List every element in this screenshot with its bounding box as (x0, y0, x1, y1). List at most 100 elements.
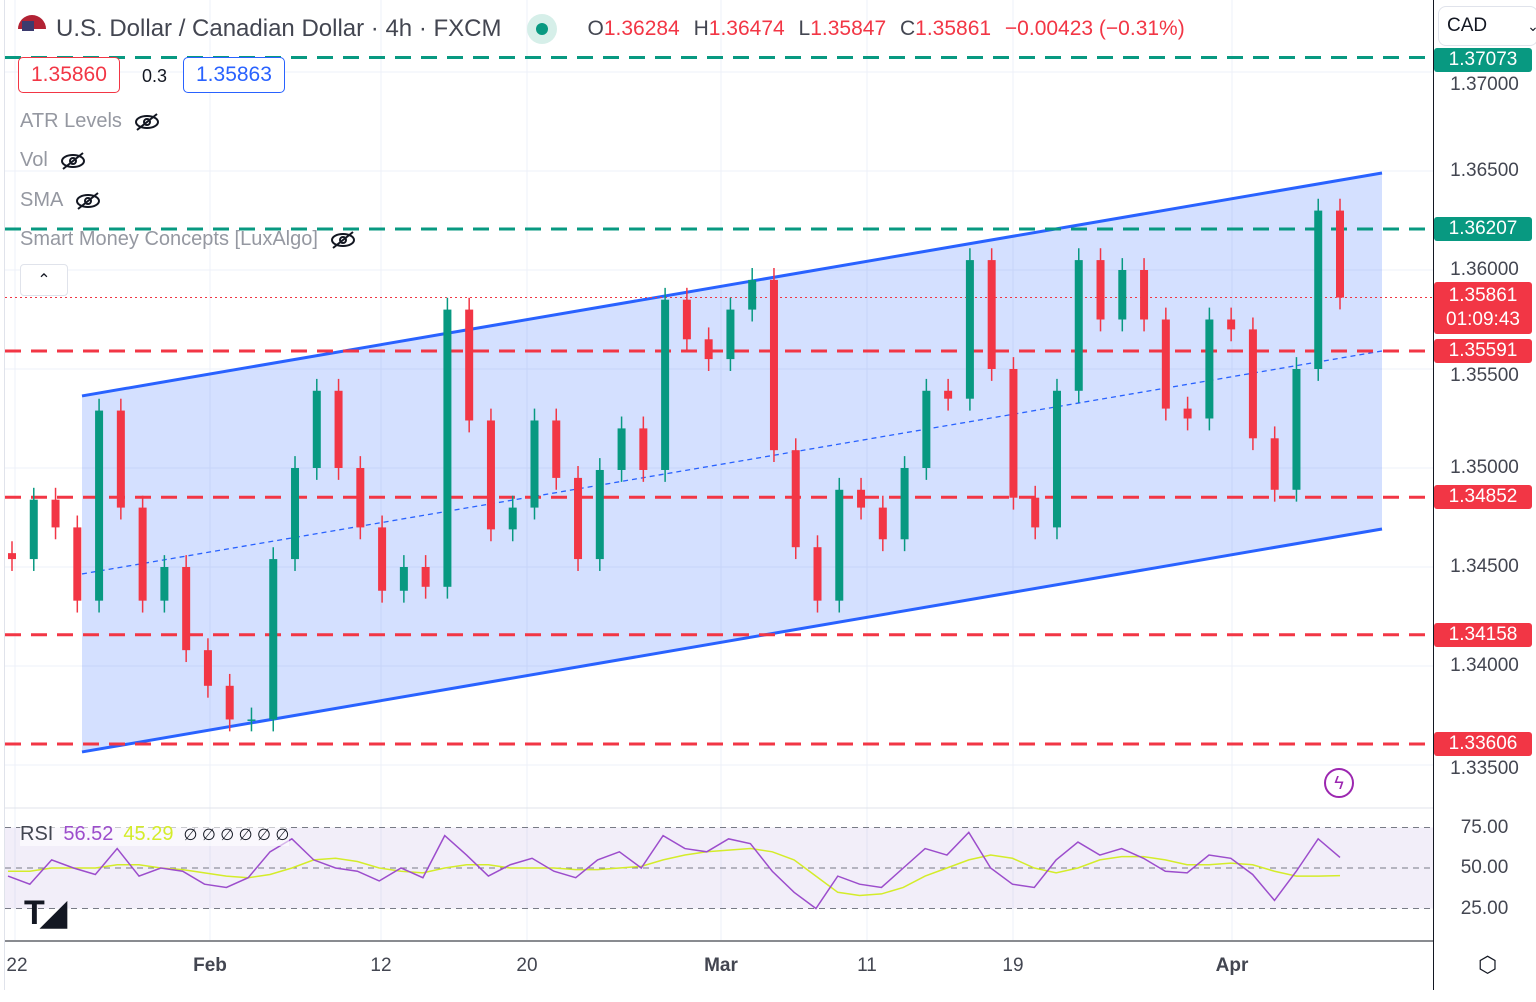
settings-hex-icon[interactable]: ⬡ (1478, 952, 1498, 977)
candle (51, 499, 60, 528)
candle (1009, 369, 1018, 498)
tradingview-logo: T◢ (24, 894, 67, 932)
time-tick: 12 (370, 955, 392, 976)
time-tick: 19 (1002, 955, 1024, 976)
eye-hidden-icon[interactable] (330, 230, 356, 249)
indicator-atr-levels[interactable]: ATR Levels (20, 110, 160, 133)
high-label: H (693, 17, 709, 40)
collapse-legend-button[interactable]: ⌃ (20, 264, 68, 296)
candle (661, 299, 670, 470)
chevron-up-icon: ⌃ (37, 272, 51, 289)
candle (922, 390, 931, 468)
rsi-label: RSI (20, 823, 54, 845)
level-label: 1.35591 (1434, 339, 1532, 363)
indicator-label: Vol (20, 149, 48, 171)
rsi-value: 56.52 (63, 823, 114, 845)
spread-value: 0.3 (142, 66, 168, 86)
time-tick: Apr (1215, 955, 1249, 976)
ohlc-values: O1.36284 H1.36474 L1.35847 C1.35861 −0.0… (587, 17, 1192, 41)
candle (769, 279, 778, 451)
sell-button[interactable]: 1.35860 (18, 57, 120, 93)
candle (1096, 260, 1105, 320)
candle (225, 685, 234, 720)
level-label: 1.34158 (1434, 623, 1532, 647)
candle (835, 489, 844, 601)
bar-countdown: 01:09:43 (1446, 309, 1520, 330)
indicator-label: Smart Money Concepts [LuxAlgo] (20, 228, 318, 250)
candle (791, 450, 800, 548)
close-label: C (899, 17, 916, 40)
currency-select[interactable]: CAD ⌄ (1438, 6, 1536, 46)
candle (421, 567, 430, 587)
currency-value: CAD (1447, 15, 1488, 36)
candle (595, 469, 604, 560)
candle (748, 279, 757, 310)
candle (182, 567, 191, 651)
time-tick: Feb (193, 955, 227, 976)
candle (704, 339, 713, 360)
candle (813, 547, 822, 601)
candle (1227, 319, 1236, 330)
candle (639, 428, 648, 470)
rsi-line (7, 831, 1341, 910)
candle (1183, 408, 1192, 419)
candle (443, 309, 452, 587)
indicator-smart-money-concepts[interactable]: Smart Money Concepts [LuxAlgo] (20, 228, 356, 251)
low-value: 1.35847 (810, 17, 887, 40)
indicator-label: ATR Levels (20, 110, 122, 132)
channel-lower-line (81, 527, 1383, 754)
candle (857, 489, 866, 508)
candle (378, 527, 387, 591)
candle (334, 390, 343, 468)
last-price: 1.35861 (1448, 285, 1518, 306)
price-tick: 1.36500 (1450, 160, 1519, 181)
candle (399, 567, 408, 591)
high-value: 1.36474 (708, 17, 785, 40)
candle (1031, 497, 1040, 528)
chart-frame (4, 0, 1536, 990)
level-label: 1.36207 (1434, 217, 1532, 241)
candle (160, 567, 169, 601)
candle (1336, 210, 1344, 298)
candle (944, 390, 953, 399)
buy-button[interactable]: 1.35863 (183, 57, 285, 93)
candle (1248, 329, 1257, 439)
eye-hidden-icon[interactable] (134, 112, 160, 131)
candle (1314, 210, 1323, 369)
market-status-icon[interactable] (527, 14, 558, 44)
time-tick: 22 (6, 955, 28, 976)
candle (1074, 260, 1083, 391)
indicator-vol[interactable]: Vol (20, 149, 86, 172)
candle (508, 507, 517, 530)
indicator-sma[interactable]: SMA (20, 189, 101, 212)
price-tick: 1.33500 (1450, 758, 1519, 779)
price-tick: 1.35000 (1450, 457, 1519, 478)
time-tick: 20 (516, 955, 538, 976)
price-tick: 1.35500 (1450, 365, 1519, 386)
candle (1161, 319, 1170, 409)
lightning-icon[interactable]: ϟ (1324, 768, 1354, 798)
open-label: O (587, 17, 604, 40)
last-price-label: 1.35861 01:09:43 (1434, 282, 1532, 334)
candle (8, 553, 16, 560)
rsi-tick: 75.00 (1460, 816, 1509, 838)
candle (116, 410, 125, 508)
price-tick: 1.34500 (1450, 556, 1519, 577)
candle (726, 309, 735, 360)
candle (312, 390, 321, 468)
symbol-title[interactable]: U.S. Dollar / Canadian Dollar · 4h · FXC… (56, 15, 502, 42)
candle (617, 428, 626, 470)
candle (247, 719, 256, 721)
price-axis[interactable] (1433, 0, 1536, 990)
rsi-legend[interactable]: RSI 56.52 45.29 ∅ ∅ ∅ ∅ ∅ ∅ (20, 823, 290, 846)
candle (291, 468, 300, 560)
candle (1052, 390, 1061, 528)
candle (29, 499, 38, 560)
candle (965, 260, 974, 399)
eye-hidden-icon[interactable] (60, 151, 86, 170)
eye-hidden-icon[interactable] (75, 191, 101, 210)
time-tick: Mar (704, 955, 738, 976)
rsi-tick: 25.00 (1460, 897, 1509, 919)
level-label: 1.34852 (1434, 485, 1532, 509)
